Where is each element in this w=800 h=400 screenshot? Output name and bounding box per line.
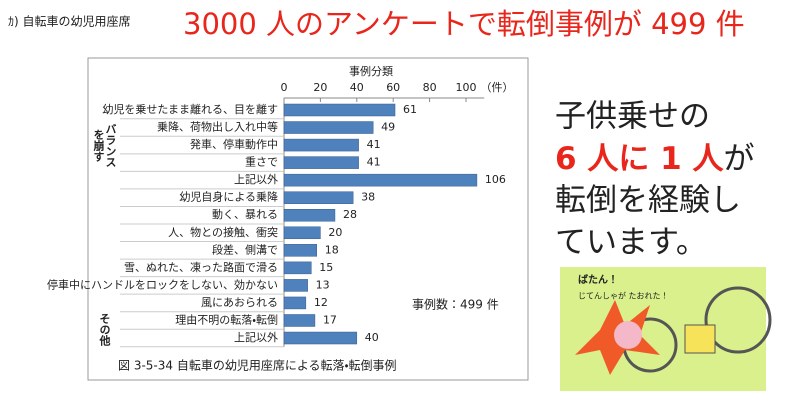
category-label: 乗降、荷物出し入れ中等 (157, 120, 278, 134)
bar (283, 156, 359, 169)
bar (283, 173, 478, 187)
basket (684, 324, 716, 354)
value-label: 41 (367, 138, 381, 151)
axis-title: 事例分類 (349, 64, 393, 78)
category-label: 風にあおられる (201, 296, 278, 309)
value-label: 12 (314, 296, 328, 309)
value-label: 18 (325, 243, 339, 256)
bar (283, 208, 336, 222)
bar (283, 244, 318, 257)
bar (283, 103, 396, 117)
child (614, 321, 642, 349)
illustration: ばたん！ じてんしゃが たおれた！ (560, 267, 772, 391)
x-tick-label: 60 (386, 81, 400, 94)
group-label: その他 (98, 312, 112, 346)
illustration-caption: じてんしゃが たおれた！ (578, 291, 669, 301)
category-label: 雪、ぬれた、凍った路面で滑る (124, 261, 278, 274)
illustration-sound: ばたん！ (578, 273, 618, 286)
message-line: 転倒を経験し (555, 183, 741, 219)
bar (283, 279, 308, 292)
category-label: 上記以外 (234, 173, 278, 186)
value-label: 28 (343, 208, 357, 221)
category-label: 幼児を乗せたまま離れる、目を離す (102, 102, 278, 116)
section-label: ｶ) 自転車の幼児用座席 (8, 15, 131, 29)
category-label: 人、物との接触、衝突 (168, 225, 278, 239)
category-label: 理由不明の転落・転倒 (175, 312, 278, 326)
bar (283, 121, 374, 134)
category-label: 動く、暴れる (212, 207, 278, 221)
category-label: 停車中にハンドルをロックをしない、効かない (47, 277, 278, 291)
group-label: を崩す (92, 128, 105, 161)
bar (283, 191, 354, 204)
highlight: 6 人に 1 人 (555, 141, 725, 177)
bar (283, 226, 321, 240)
wheel (704, 286, 772, 354)
value-label: 106 (485, 173, 506, 186)
value-label: 15 (319, 261, 333, 274)
chart-frame (87, 57, 529, 381)
message-line: 6 人に 1 人が (555, 141, 755, 177)
bar (283, 331, 358, 345)
value-label: 38 (361, 191, 375, 204)
message-line: 子供乗せの (555, 99, 710, 135)
x-tick-label: 20 (313, 81, 327, 94)
category-label: 発車、停車動作中 (190, 137, 278, 151)
bar (283, 314, 316, 327)
group-label: バランス (104, 123, 117, 167)
caption: 図 3-5-34 自転車の幼児用座席による転落・転倒事例 (118, 359, 397, 373)
value-label: 41 (367, 156, 381, 169)
category-label: 幼児自身による乗降 (179, 190, 278, 204)
value-label: 17 (323, 313, 337, 326)
category-label: 段差、側溝で (212, 242, 278, 256)
x-tick-label: 40 (350, 81, 364, 94)
bar (283, 296, 307, 310)
annotation: 事例数：499 件 (412, 297, 499, 312)
value-label: 20 (328, 226, 342, 239)
headline: 3000 人のアンケートで転倒事例が 499 件 (183, 7, 745, 41)
x-tick-label: 80 (423, 81, 437, 94)
message-line: ています。 (555, 225, 707, 261)
value-label: 49 (381, 121, 395, 134)
axis-unit: （件） (481, 81, 514, 94)
bar (283, 138, 359, 152)
value-label: 61 (403, 103, 417, 116)
bar (283, 261, 312, 275)
x-tick-label: 100 (456, 81, 477, 94)
value-label: 13 (316, 278, 330, 291)
category-label: 重さで (245, 155, 278, 169)
value-label: 40 (365, 331, 379, 344)
message-text: が (724, 141, 755, 177)
category-label: 上記以外 (234, 331, 278, 344)
x-tick-label: 0 (281, 81, 288, 94)
